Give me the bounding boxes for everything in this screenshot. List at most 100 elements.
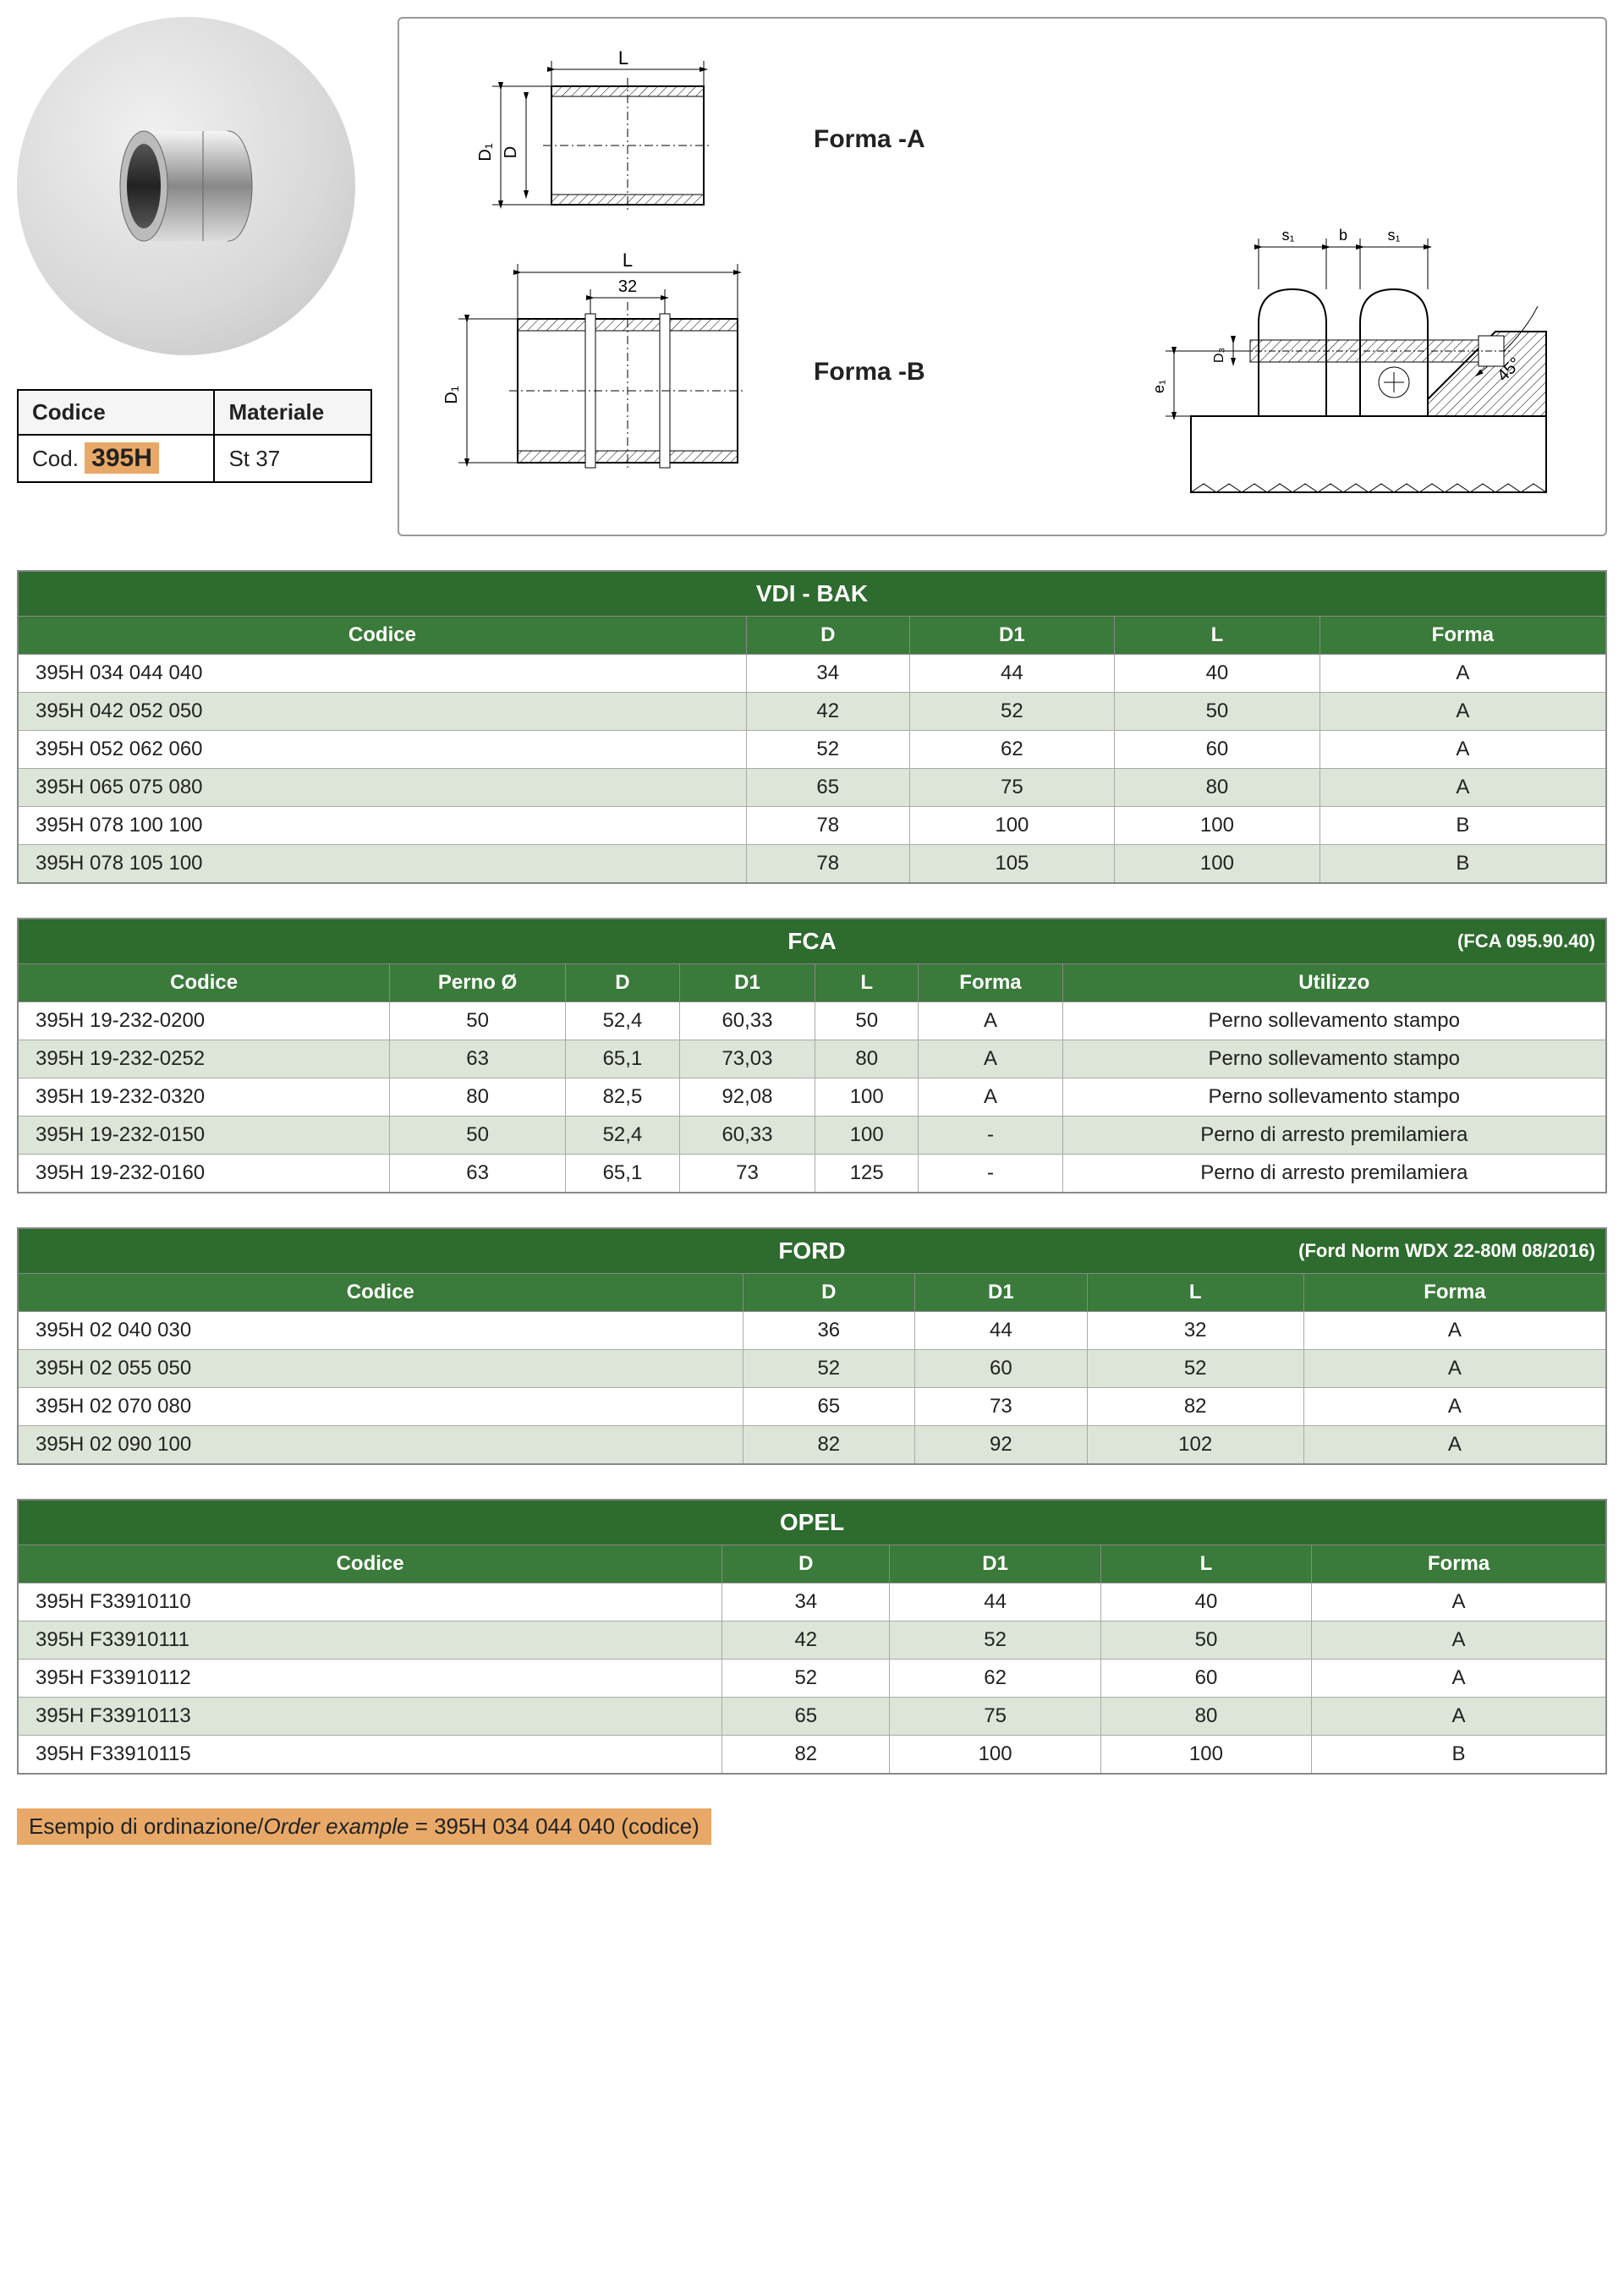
table-cell: 395H F33910113 bbox=[18, 1698, 722, 1736]
table-cell: 42 bbox=[746, 693, 909, 731]
table-cell: A bbox=[1303, 1312, 1606, 1350]
table-cell: 395H 19-232-0160 bbox=[18, 1155, 390, 1193]
table-cell: 65,1 bbox=[565, 1040, 679, 1078]
code-value: 395H bbox=[85, 442, 159, 474]
column-header: D1 bbox=[679, 964, 815, 1002]
table-row: 395H F33910111425250A bbox=[18, 1621, 1606, 1660]
column-header: L bbox=[1087, 1274, 1303, 1312]
table-row: 395H F3391011582100100B bbox=[18, 1736, 1606, 1775]
table-row: 395H 02 070 080657382A bbox=[18, 1388, 1606, 1426]
table-title-note: (FCA 095.90.40) bbox=[1457, 930, 1595, 952]
table-row: 395H 02 090 1008292102A bbox=[18, 1426, 1606, 1465]
table-cell: 52 bbox=[1087, 1350, 1303, 1388]
table-cell: 50 bbox=[390, 1117, 566, 1155]
table-cell: 125 bbox=[815, 1155, 919, 1193]
table-row: 395H 02 040 030364432A bbox=[18, 1312, 1606, 1350]
table-cell: 395H 02 070 080 bbox=[18, 1388, 743, 1426]
table-row: 395H 078 100 10078100100B bbox=[18, 807, 1606, 845]
forma-a-label: Forma -A bbox=[814, 125, 925, 154]
column-header: L bbox=[815, 964, 919, 1002]
code-cell: Cod. 395H bbox=[18, 435, 214, 482]
top-section: Codice Materiale Cod. 395H St 37 bbox=[17, 17, 1607, 536]
table-cell: 100 bbox=[1115, 807, 1320, 845]
table-cell: 42 bbox=[722, 1621, 890, 1660]
column-header: Codice bbox=[18, 964, 390, 1002]
table-row: 395H F33910113657580A bbox=[18, 1698, 1606, 1736]
svg-text:s₁: s₁ bbox=[1387, 227, 1400, 244]
forma-b-diagram: 32 L D₁"> D₁ D bbox=[425, 251, 780, 488]
svg-text:D: D bbox=[502, 146, 520, 158]
table-cell: 100 bbox=[890, 1736, 1100, 1775]
table-row: 395H 078 105 10078105100B bbox=[18, 845, 1606, 884]
table-row: 395H 052 062 060526260A bbox=[18, 731, 1606, 769]
table-cell: A bbox=[1303, 1350, 1606, 1388]
table-cell: 100 bbox=[1100, 1736, 1311, 1775]
table-cell: A bbox=[919, 1040, 1062, 1078]
table-title: OPEL bbox=[18, 1500, 1606, 1545]
table-cell: 65 bbox=[743, 1388, 915, 1426]
forma-a-diagram: L D₁ D bbox=[442, 44, 763, 230]
table-cell: 60,33 bbox=[679, 1002, 815, 1040]
column-header: Forma bbox=[1312, 1545, 1606, 1583]
table-cell: A bbox=[1320, 731, 1606, 769]
svg-text:32: 32 bbox=[618, 277, 637, 296]
table-cell: 50 bbox=[1115, 693, 1320, 731]
table-cell: 105 bbox=[909, 845, 1115, 884]
table-cell: 52 bbox=[743, 1350, 915, 1388]
table-row: 395H 19-232-02526365,173,0380APerno soll… bbox=[18, 1040, 1606, 1078]
svg-text:s₁: s₁ bbox=[1281, 227, 1294, 244]
table-cell: 65,1 bbox=[565, 1155, 679, 1193]
table-cell: A bbox=[919, 1002, 1062, 1040]
table-cell: 395H 042 052 050 bbox=[18, 693, 746, 731]
table-cell: 395H 065 075 080 bbox=[18, 769, 746, 807]
table-cell: 36 bbox=[743, 1312, 915, 1350]
table-cell: 395H 19-232-0320 bbox=[18, 1078, 390, 1117]
column-header: Codice bbox=[18, 617, 746, 655]
table-cell: B bbox=[1320, 845, 1606, 884]
table-cell: 395H 052 062 060 bbox=[18, 731, 746, 769]
table-cell: 60,33 bbox=[679, 1117, 815, 1155]
table-cell: 395H F33910110 bbox=[18, 1583, 722, 1621]
table-cell: B bbox=[1320, 807, 1606, 845]
table-row: 395H 19-232-02005052,460,3350APerno soll… bbox=[18, 1002, 1606, 1040]
data-table-ford: FORD(Ford Norm WDX 22-80M 08/2016)Codice… bbox=[17, 1227, 1607, 1465]
order-label: Esempio di ordinazione/ bbox=[29, 1813, 264, 1839]
table-cell: 100 bbox=[815, 1117, 919, 1155]
table-cell: 75 bbox=[890, 1698, 1100, 1736]
table-cell: 62 bbox=[909, 731, 1115, 769]
table-cell: 78 bbox=[746, 845, 909, 884]
table-cell: 60 bbox=[1100, 1660, 1311, 1698]
table-cell: 395H 034 044 040 bbox=[18, 655, 746, 693]
table-cell: 52,4 bbox=[565, 1117, 679, 1155]
data-table-opel: OPELCodiceDD1LForma395H F33910110344440A… bbox=[17, 1499, 1607, 1775]
assembly-detail-diagram: 45° s₁ b s₁ bbox=[1140, 213, 1580, 518]
table-cell: 80 bbox=[1115, 769, 1320, 807]
table-cell: A bbox=[1303, 1426, 1606, 1465]
table-cell: 34 bbox=[722, 1583, 890, 1621]
table-cell: 44 bbox=[915, 1312, 1088, 1350]
table-title: FCA(FCA 095.90.40) bbox=[18, 919, 1606, 964]
table-cell: 395H 02 040 030 bbox=[18, 1312, 743, 1350]
table-cell: Perno sollevamento stampo bbox=[1062, 1002, 1606, 1040]
column-header: Codice bbox=[18, 1545, 722, 1583]
material-cell: St 37 bbox=[214, 435, 371, 482]
table-cell: 395H 078 100 100 bbox=[18, 807, 746, 845]
table-cell: 52 bbox=[746, 731, 909, 769]
table-row: 395H 19-232-01505052,460,33100-Perno di … bbox=[18, 1117, 1606, 1155]
column-header: Forma bbox=[1303, 1274, 1606, 1312]
svg-text:D₃: D₃ bbox=[1212, 348, 1226, 363]
table-cell: 73 bbox=[915, 1388, 1088, 1426]
column-header: L bbox=[1100, 1545, 1311, 1583]
table-cell: Perno di arresto premilamiera bbox=[1062, 1155, 1606, 1193]
code-material-table: Codice Materiale Cod. 395H St 37 bbox=[17, 389, 372, 483]
table-cell: 62 bbox=[890, 1660, 1100, 1698]
table-cell: 395H F33910112 bbox=[18, 1660, 722, 1698]
table-cell: 65 bbox=[722, 1698, 890, 1736]
table-cell: 40 bbox=[1100, 1583, 1311, 1621]
column-header: D bbox=[722, 1545, 890, 1583]
table-cell: 395H 19-232-0200 bbox=[18, 1002, 390, 1040]
table-row: 395H 042 052 050425250A bbox=[18, 693, 1606, 731]
table-cell: 82,5 bbox=[565, 1078, 679, 1117]
table-cell: A bbox=[1303, 1388, 1606, 1426]
table-row: 395H 19-232-01606365,173125-Perno di arr… bbox=[18, 1155, 1606, 1193]
